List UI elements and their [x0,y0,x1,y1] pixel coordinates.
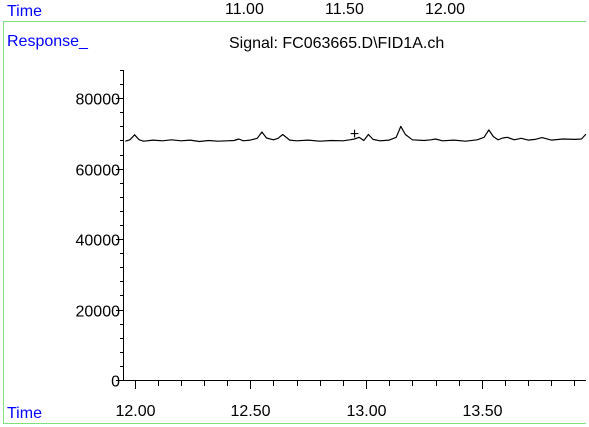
top-time-tick-2: 11.50 [325,1,364,18]
peak-marker: + [350,126,359,143]
response-label: Response_ [7,33,88,50]
y-tick-label: 20000 [76,304,121,321]
y-tick-label: 60000 [76,163,121,180]
y-tick-label: 0 [111,374,120,391]
x-tick-label: 12.00 [115,403,155,420]
signal-trace [125,125,587,143]
y-tick-label: 40000 [76,233,121,250]
x-tick-label: 12.50 [230,403,270,420]
y-tick-label: 80000 [76,92,121,109]
top-time-tick-1: 11.00 [225,1,264,18]
signal-title: Signal: FC063665.D\FID1A.ch [229,35,445,52]
x-tick-label: 13.50 [462,403,502,420]
bottom-time-label: Time [7,405,42,422]
top-time-label: Time [7,3,42,20]
x-tick-label: 13.00 [346,403,386,420]
top-time-tick-3: 12.00 [425,1,466,18]
